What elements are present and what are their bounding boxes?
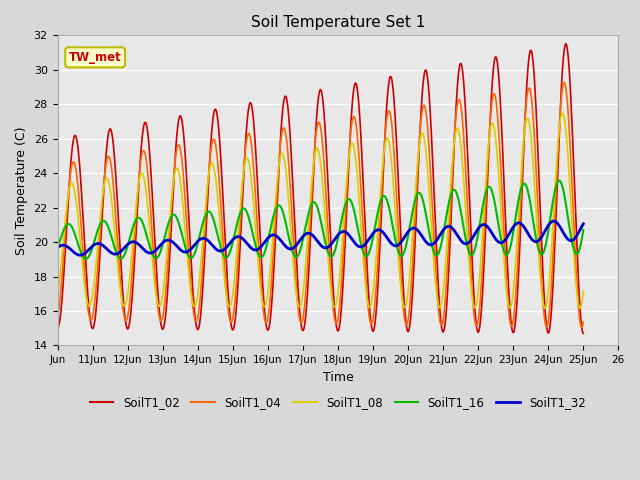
SoilT1_02	[470, 300, 478, 306]
Text: TW_met: TW_met	[68, 51, 122, 64]
SoilT1_04	[517, 193, 525, 199]
SoilT1_16	[158, 244, 166, 250]
SoilT1_04	[402, 321, 410, 327]
SoilT1_32	[403, 232, 410, 238]
Line: SoilT1_16: SoilT1_16	[58, 180, 583, 259]
X-axis label: Time: Time	[323, 371, 353, 384]
SoilT1_02	[54, 325, 61, 331]
SoilT1_32	[76, 252, 84, 258]
Y-axis label: Soil Temperature (C): Soil Temperature (C)	[15, 126, 28, 254]
SoilT1_32	[230, 236, 237, 242]
Line: SoilT1_02: SoilT1_02	[58, 44, 583, 333]
SoilT1_04	[579, 319, 587, 324]
Line: SoilT1_32: SoilT1_32	[58, 221, 583, 255]
SoilT1_08	[576, 305, 584, 311]
SoilT1_02	[158, 324, 166, 330]
SoilT1_16	[171, 212, 179, 218]
SoilT1_04	[470, 315, 478, 321]
Title: Soil Temperature Set 1: Soil Temperature Set 1	[251, 15, 425, 30]
SoilT1_32	[158, 240, 166, 246]
SoilT1_02	[402, 318, 410, 324]
SoilT1_02	[171, 166, 179, 171]
SoilT1_04	[54, 313, 61, 319]
SoilT1_08	[229, 287, 237, 293]
SoilT1_08	[54, 292, 61, 298]
SoilT1_16	[579, 227, 587, 233]
Line: SoilT1_04: SoilT1_04	[58, 83, 583, 327]
Line: SoilT1_08: SoilT1_08	[58, 113, 583, 308]
SoilT1_04	[171, 165, 179, 171]
SoilT1_16	[82, 256, 90, 262]
SoilT1_08	[158, 298, 166, 303]
SoilT1_04	[158, 318, 166, 324]
SoilT1_08	[517, 174, 525, 180]
SoilT1_32	[517, 221, 525, 227]
SoilT1_32	[171, 241, 179, 247]
SoilT1_16	[556, 178, 563, 183]
SoilT1_16	[517, 185, 525, 191]
SoilT1_32	[54, 245, 61, 251]
SoilT1_02	[562, 41, 570, 47]
SoilT1_02	[229, 326, 237, 332]
SoilT1_16	[403, 242, 410, 248]
SoilT1_04	[578, 324, 586, 330]
SoilT1_08	[579, 288, 587, 294]
SoilT1_04	[561, 80, 568, 85]
Legend: SoilT1_02, SoilT1_04, SoilT1_08, SoilT1_16, SoilT1_32: SoilT1_02, SoilT1_04, SoilT1_08, SoilT1_…	[85, 392, 591, 414]
SoilT1_32	[471, 231, 479, 237]
SoilT1_16	[471, 246, 479, 252]
SoilT1_16	[230, 236, 237, 241]
SoilT1_02	[579, 330, 587, 336]
SoilT1_16	[54, 245, 61, 251]
SoilT1_32	[550, 218, 557, 224]
SoilT1_08	[402, 303, 410, 309]
SoilT1_32	[579, 221, 587, 227]
SoilT1_08	[559, 110, 566, 116]
SoilT1_02	[517, 218, 525, 224]
SoilT1_08	[171, 172, 179, 178]
SoilT1_08	[470, 305, 478, 311]
SoilT1_04	[229, 312, 237, 318]
